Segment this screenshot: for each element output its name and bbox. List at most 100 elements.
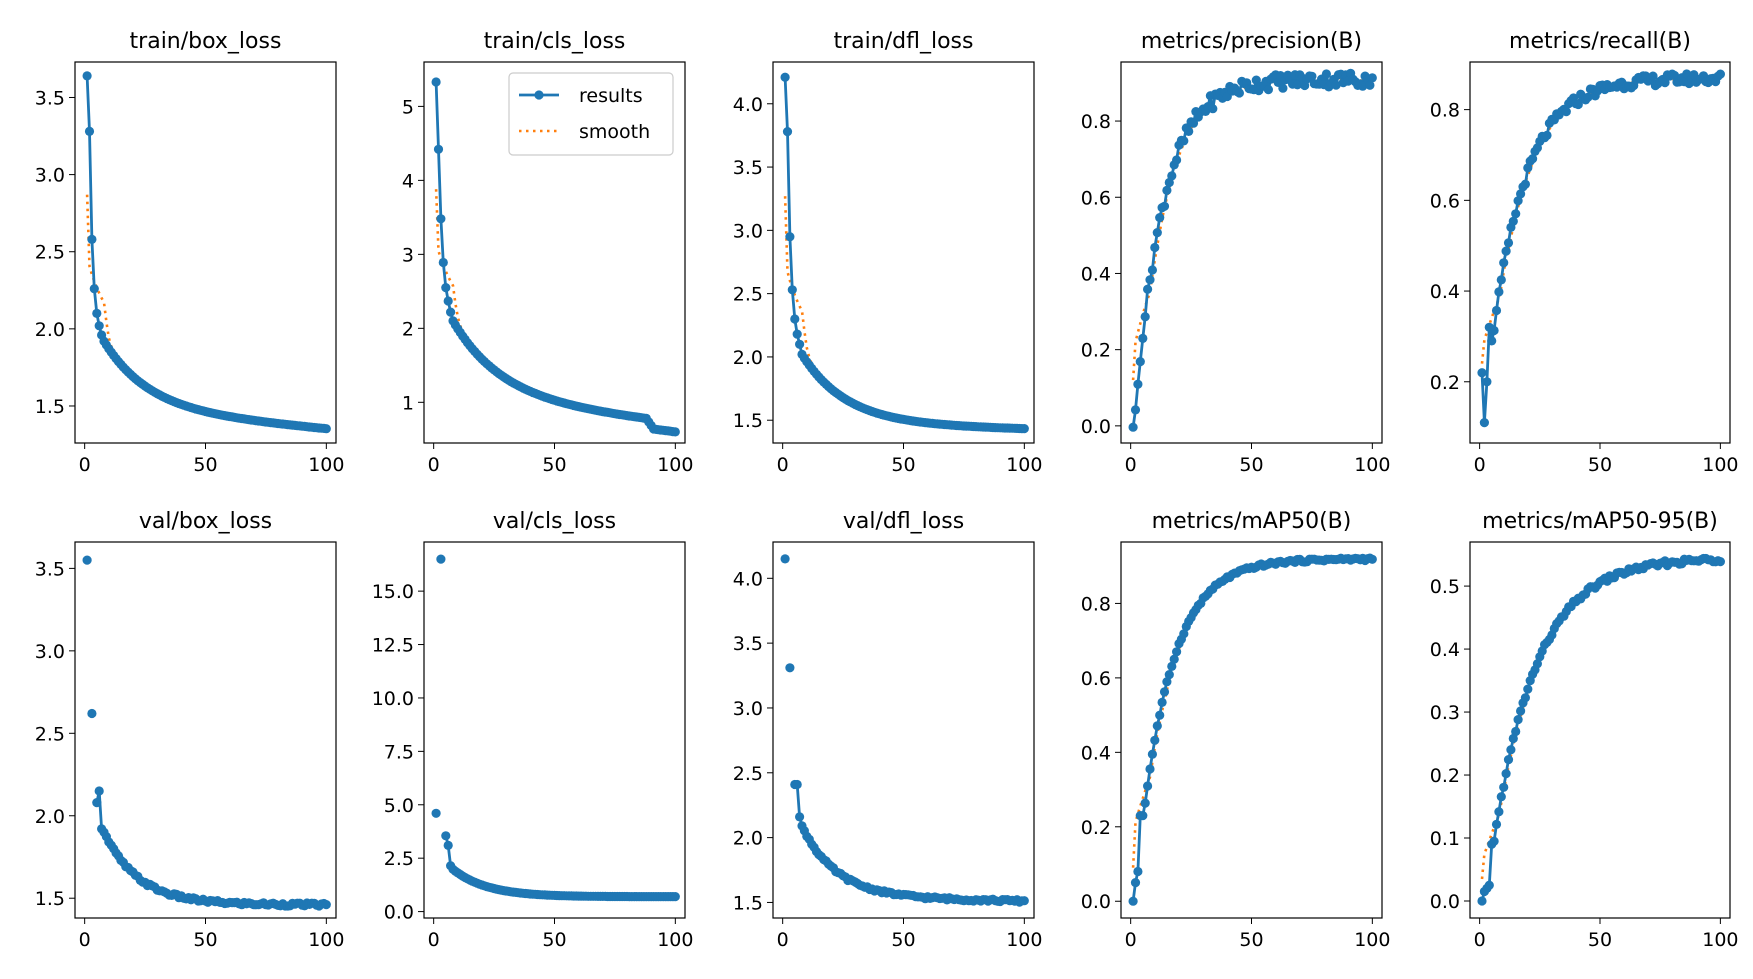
results-point [1715,557,1725,567]
y-tick-label: 0.8 [1081,111,1111,133]
y-tick-label: 3 [402,244,414,266]
results-point [441,283,451,293]
results-point [1331,80,1341,90]
x-tick-label: 50 [891,929,915,951]
results-point [87,708,97,719]
x-tick-label: 0 [1125,929,1137,951]
results-point [446,307,456,317]
results-point [1523,684,1533,694]
results-point [1511,726,1521,737]
y-tick-label: 2.5 [384,848,414,870]
results-point [1135,357,1145,367]
results-point [1234,88,1244,98]
results-point [1159,687,1170,697]
y-tick-label: 0.2 [1081,817,1111,839]
plot-frame [423,541,686,919]
results-point [795,339,805,349]
x-tick-label: 50 [542,929,566,951]
results-point [1130,878,1141,888]
results-point [780,554,790,564]
results-point [1520,693,1530,703]
x-tick-label: 100 [1006,454,1042,476]
legend: results smooth [508,72,674,156]
results-series-line [794,783,1025,904]
y-tick-label: 12.5 [372,635,414,657]
results-point [1167,171,1177,181]
y-tick-label: 2.0 [35,806,65,828]
y-tick-label: 4.0 [733,94,763,116]
results-point [1138,333,1148,343]
results-point [1184,126,1194,136]
results-point [1494,287,1504,297]
results-point [433,144,444,154]
results-point [1292,80,1302,90]
results-point [1172,647,1182,657]
y-tick-label: 3.5 [35,87,65,109]
results-point [1263,85,1273,95]
y-tick-label: 0.8 [1081,593,1111,615]
results-point [443,840,453,851]
results-point [1140,798,1150,808]
x-tick-label: 50 [542,454,566,476]
x-tick-label: 100 [308,929,344,951]
x-tick-label: 50 [891,454,915,476]
results-point [1251,75,1261,85]
results-point [1508,216,1518,226]
chart-title: metrics/precision(B) [1141,29,1362,54]
results-point [1499,782,1509,792]
results-point [1157,697,1167,708]
y-tick-label: 0.2 [1081,340,1111,362]
chart-title: metrics/recall(B) [1509,29,1691,54]
results-point [780,72,790,82]
results-point [1660,78,1670,88]
results-point [1491,819,1502,830]
results-point [441,831,451,841]
y-tick-label: 3.0 [733,220,763,242]
results-point [1516,189,1526,199]
results-series-line [1131,71,1374,428]
y-tick-label: 7.5 [384,741,414,763]
plot-frame [772,61,1035,444]
y-tick-label: 3.0 [35,641,65,663]
plot-frame [1120,541,1383,919]
results-point [1494,807,1504,817]
y-tick-label: 0.2 [1430,372,1460,394]
chart-title: val/cls_loss [493,509,616,534]
results-point [431,808,441,818]
smooth-series-line [85,194,327,430]
results-point [1143,284,1153,294]
results-point [1477,896,1487,906]
results-point [1133,866,1143,877]
chart-title: metrics/mAP50-95(B) [1482,509,1718,534]
y-tick-label: 0.6 [1081,187,1111,209]
y-tick-label: 1.5 [733,410,763,432]
chart-panel: train/dfl_loss 0 50 100 1.5 2.0 2.5 3.0 3.5 4.0 [733,29,1043,476]
chart-panel: train/box_loss 0 50 100 1.5 2.0 2.5 3.0 3.5 [35,29,345,476]
x-tick-label: 50 [1588,929,1612,951]
smooth-series-line [1131,78,1373,381]
y-tick-label: 5.0 [384,795,414,817]
results-point [1179,629,1189,639]
x-tick-label: 0 [428,454,440,476]
x-tick-label: 50 [193,929,217,951]
x-tick-label: 100 [308,454,344,476]
results-point [1172,155,1182,165]
results-point [1130,405,1141,415]
y-tick-label: 2.5 [35,242,65,264]
results-point [1648,71,1658,81]
results-point [1208,104,1218,114]
results-point [1155,213,1165,223]
x-tick-label: 50 [1588,454,1612,476]
results-point [1496,792,1506,802]
y-tick-label: 3.5 [35,558,65,580]
results-point [1513,196,1523,206]
results-point [1516,706,1526,716]
results-series-line [1131,556,1373,902]
results-point [1491,305,1502,316]
results-point [670,427,680,437]
results-point [785,663,795,673]
results-point [790,314,800,324]
results-point [92,308,102,318]
results-point [92,798,102,808]
y-tick-label: 0.6 [1081,668,1111,690]
